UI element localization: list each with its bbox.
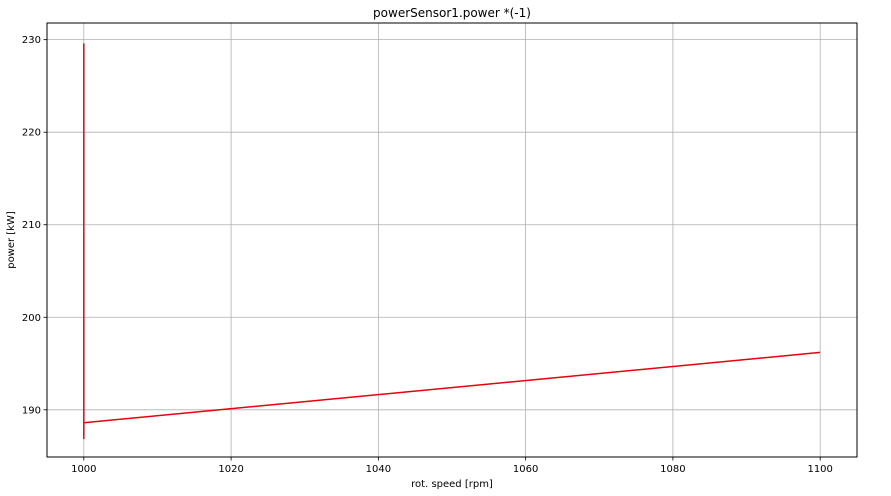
x-tick-label: 1100	[807, 464, 832, 475]
x-tick-label: 1020	[218, 464, 243, 475]
chart-title: powerSensor1.power *(-1)	[373, 6, 531, 20]
x-tick-label: 1000	[71, 464, 96, 475]
y-axis-label: power [kW]	[6, 211, 17, 269]
series-line	[83, 43, 821, 440]
x-tick-label: 1080	[660, 464, 685, 475]
data-layer	[83, 43, 821, 440]
y-tick-label: 220	[22, 128, 41, 139]
grid-layer	[47, 23, 857, 457]
y-tick-label: 190	[22, 405, 41, 416]
y-tick-label: 230	[22, 35, 41, 46]
x-tick-label: 1040	[366, 464, 391, 475]
y-tick-label: 200	[22, 313, 41, 324]
tick-layer: 1000 1020 1040 1060 1080 1100 190 200 210 220 230	[22, 35, 833, 475]
x-tick-label: 1060	[513, 464, 538, 475]
y-tick-label: 210	[22, 220, 41, 231]
x-axis-label: rot. speed [rpm]	[411, 479, 493, 490]
plot-frame	[46, 22, 858, 458]
